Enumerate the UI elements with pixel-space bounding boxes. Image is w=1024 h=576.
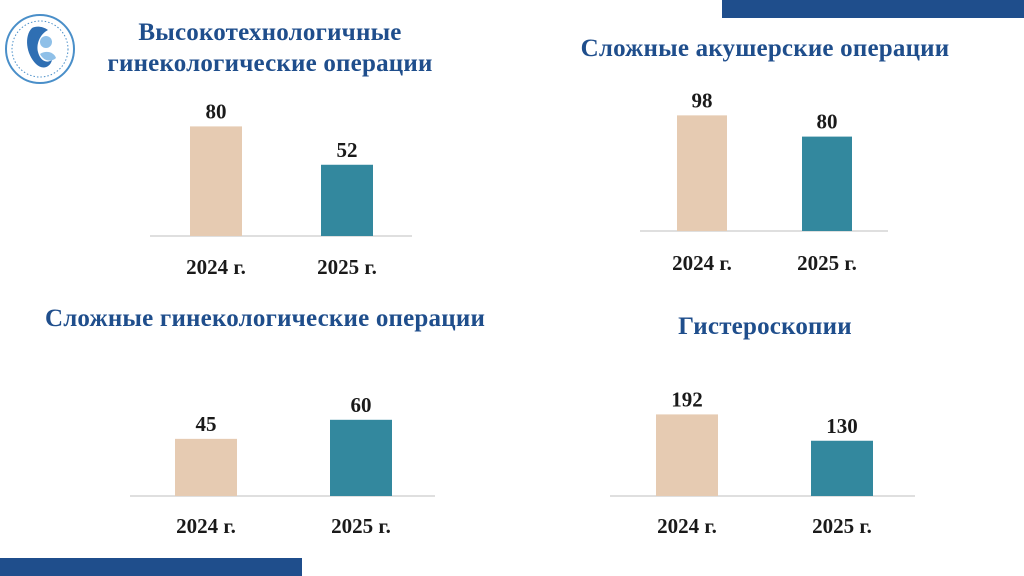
- bar-2024: [677, 115, 727, 231]
- category-label: 2024 г.: [657, 514, 717, 538]
- category-label: 2025 г.: [317, 255, 377, 279]
- bar-2024: [656, 414, 718, 496]
- category-label: 2025 г.: [812, 514, 872, 538]
- top-accent-bar: [722, 0, 1024, 18]
- data-label: 98: [692, 88, 713, 112]
- bottom-accent-bar: [0, 558, 302, 576]
- data-label: 130: [826, 414, 858, 438]
- chart-title-obstetric: Сложные акушерские операции: [580, 35, 950, 62]
- bar-2024: [190, 126, 242, 236]
- data-label: 192: [671, 387, 703, 411]
- category-label: 2024 г.: [176, 514, 236, 538]
- bar-2025: [330, 419, 392, 496]
- bar-2025: [802, 136, 852, 231]
- chart-title-hysteroscopy: Гистероскопии: [678, 313, 852, 340]
- chart-title-high-tech-gynecologic: Высокотехнологичные гинекологические опе…: [107, 19, 433, 77]
- mother-and-child-logo-icon: [5, 14, 75, 84]
- data-label: 80: [817, 110, 838, 134]
- data-label: 45: [196, 412, 217, 436]
- category-label: 2024 г.: [186, 255, 246, 279]
- data-label: 80: [206, 99, 227, 123]
- category-label: 2024 г.: [672, 251, 732, 275]
- category-label: 2025 г.: [331, 514, 391, 538]
- bar-2024: [175, 438, 237, 496]
- data-label: 52: [337, 138, 358, 162]
- category-label: 2025 г.: [797, 251, 857, 275]
- bar-2025: [321, 164, 373, 236]
- data-label: 60: [351, 393, 372, 417]
- chart-title-gynecologic: Сложные гинекологические операции: [44, 305, 486, 332]
- bar-2025: [811, 440, 873, 496]
